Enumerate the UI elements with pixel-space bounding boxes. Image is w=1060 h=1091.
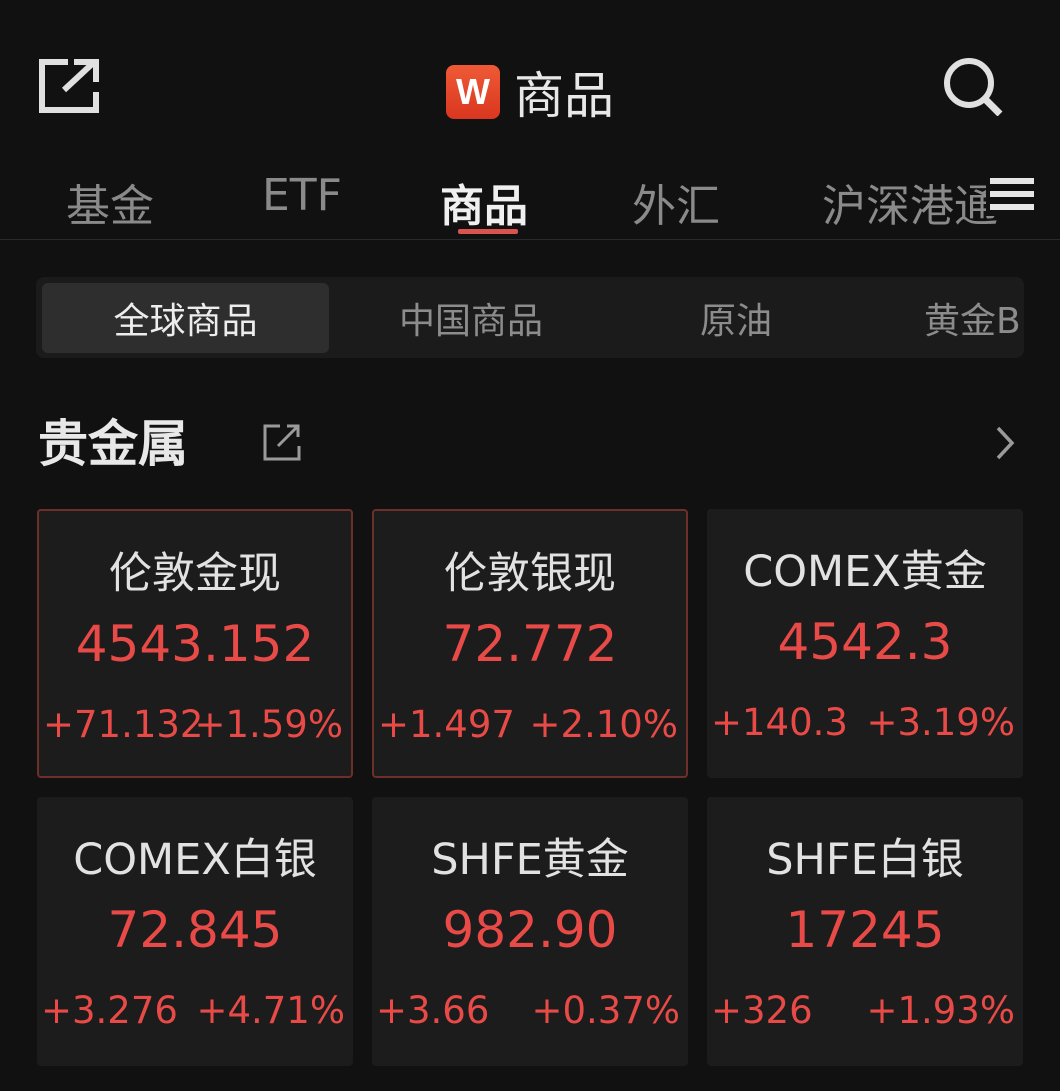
section-title: 贵金属 xyxy=(38,415,188,473)
share-icon[interactable] xyxy=(38,58,100,114)
quote-price: 17245 xyxy=(785,901,945,959)
quote-price: 72.772 xyxy=(442,615,618,673)
quote-card[interactable]: COMEX白银 72.845 +3.276 +4.71% xyxy=(37,797,353,1066)
quote-price: 72.845 xyxy=(107,901,283,959)
tab-connect[interactable]: 沪深港通 xyxy=(822,181,998,232)
subtab-global[interactable]: 全球商品 xyxy=(42,283,329,353)
subtab-gold[interactable]: 黄金B xyxy=(924,301,1021,342)
chevron-right-icon[interactable] xyxy=(990,424,1018,462)
quote-change: +3.66 xyxy=(376,989,490,1032)
quote-name: COMEX白银 xyxy=(73,835,317,885)
sub-tabs: 全球商品 中国商品 原油 黄金B xyxy=(36,277,1024,358)
quote-price: 982.90 xyxy=(442,901,618,959)
quote-percent: +4.71% xyxy=(196,989,345,1032)
quote-card[interactable]: 伦敦银现 72.772 +1.497 +2.10% xyxy=(372,509,688,778)
header-title: W 商品 xyxy=(0,56,1060,128)
quote-card[interactable]: 伦敦金现 4543.152 +71.132 +1.59% xyxy=(37,509,353,778)
quote-name: 伦敦银现 xyxy=(444,549,616,599)
quote-name: SHFE黄金 xyxy=(431,835,629,885)
category-tabs: 基金 ETF 商品 外汇 沪深港通 xyxy=(0,160,1060,240)
quote-change: +3.276 xyxy=(41,989,178,1032)
quote-percent: +0.37% xyxy=(531,989,680,1032)
quote-percent: +1.93% xyxy=(866,989,1015,1032)
quote-change: +140.3 xyxy=(711,701,848,744)
quote-name: SHFE白银 xyxy=(766,835,964,885)
quote-price: 4543.152 xyxy=(75,615,315,673)
quote-change: +326 xyxy=(711,989,813,1032)
tab-forex[interactable]: 外汇 xyxy=(632,181,720,232)
quote-name: COMEX黄金 xyxy=(743,547,987,597)
subtab-crude[interactable]: 原油 xyxy=(699,301,772,342)
quote-percent: +2.10% xyxy=(529,703,678,746)
quote-card[interactable]: SHFE黄金 982.90 +3.66 +0.37% xyxy=(372,797,688,1066)
subtab-china[interactable]: 中国商品 xyxy=(398,301,543,342)
quote-price: 4542.3 xyxy=(777,613,953,671)
tab-fund[interactable]: 基金 xyxy=(66,181,154,232)
quote-change: +1.497 xyxy=(378,703,515,746)
quote-card[interactable]: SHFE白银 17245 +326 +1.93% xyxy=(707,797,1023,1066)
share-icon[interactable] xyxy=(262,422,302,462)
quote-percent: +3.19% xyxy=(866,701,1015,744)
app-logo: W xyxy=(446,65,500,119)
tab-commodity[interactable]: 商品 xyxy=(440,181,528,232)
quote-name: 伦敦金现 xyxy=(109,549,281,599)
active-tab-indicator xyxy=(458,229,518,234)
page-title: 商品 xyxy=(514,67,614,125)
search-icon[interactable] xyxy=(940,56,1006,116)
quote-percent: +1.59% xyxy=(194,703,343,746)
quote-card[interactable]: COMEX黄金 4542.3 +140.3 +3.19% xyxy=(707,509,1023,778)
tab-etf[interactable]: ETF xyxy=(262,170,342,221)
menu-icon[interactable] xyxy=(986,178,1034,216)
quote-change: +71.132 xyxy=(43,703,204,746)
